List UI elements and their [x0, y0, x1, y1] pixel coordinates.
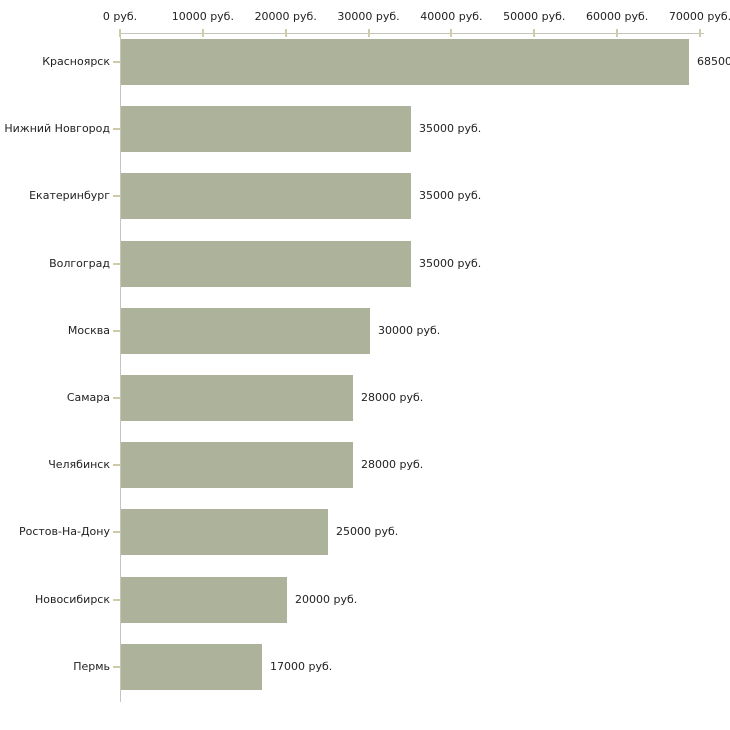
bar — [121, 241, 411, 287]
x-tick-mark — [533, 29, 536, 37]
x-tick-label: 50000 руб. — [503, 10, 566, 23]
x-tick-label: 70000 руб. — [668, 10, 730, 23]
bar — [121, 644, 262, 690]
category-label: Красноярск — [42, 55, 110, 68]
y-tick-mark — [113, 531, 120, 533]
y-tick-mark — [113, 464, 120, 466]
bar — [121, 173, 411, 219]
bar — [121, 577, 287, 623]
value-label: 17000 руб. — [270, 660, 333, 673]
bar — [121, 509, 328, 555]
y-tick-mark — [113, 263, 120, 265]
category-label: Челябинск — [48, 458, 110, 471]
x-tick-mark — [284, 29, 287, 37]
value-label: 68500 — [697, 55, 730, 68]
x-tick-mark — [450, 29, 453, 37]
x-tick-mark — [201, 29, 204, 37]
value-label: 25000 руб. — [336, 525, 399, 538]
category-label: Новосибирск — [34, 593, 110, 606]
y-tick-mark — [113, 666, 120, 668]
category-label: Ростов-На-Дону — [18, 525, 110, 538]
x-tick-mark — [119, 29, 121, 37]
y-tick-mark — [113, 61, 120, 63]
x-tick-label: 20000 руб. — [254, 10, 317, 23]
category-label: Екатеринбург — [29, 189, 110, 202]
bar — [121, 39, 689, 85]
category-label: Нижний Новгород — [4, 122, 110, 135]
bar — [121, 106, 411, 152]
value-label: 35000 руб. — [419, 257, 482, 270]
value-label: 30000 руб. — [378, 324, 441, 337]
x-tick-label: 60000 руб. — [586, 10, 649, 23]
value-label: 35000 руб. — [419, 122, 482, 135]
value-label: 20000 руб. — [295, 593, 358, 606]
x-tick-mark — [367, 29, 370, 37]
category-label: Самара — [66, 391, 110, 404]
bar — [121, 442, 353, 488]
value-label: 28000 руб. — [361, 391, 424, 404]
y-tick-mark — [113, 397, 120, 399]
y-tick-mark — [113, 195, 120, 197]
bar — [121, 308, 370, 354]
y-tick-mark — [113, 330, 120, 332]
x-axis-line — [120, 33, 704, 34]
x-tick-mark — [616, 29, 619, 37]
bar — [121, 375, 353, 421]
x-tick-label: 10000 руб. — [171, 10, 234, 23]
y-tick-mark — [113, 128, 120, 130]
x-tick-label: 40000 руб. — [420, 10, 483, 23]
x-tick-label: 0 руб. — [102, 10, 138, 23]
x-tick-label: 30000 руб. — [337, 10, 400, 23]
y-tick-mark — [113, 599, 120, 601]
category-label: Пермь — [73, 660, 110, 673]
category-label: Волгоград — [49, 257, 110, 270]
y-axis-line — [120, 33, 121, 702]
value-label: 28000 руб. — [361, 458, 424, 471]
category-label: Москва — [67, 324, 110, 337]
x-tick-mark — [699, 29, 701, 37]
value-label: 35000 руб. — [419, 189, 482, 202]
